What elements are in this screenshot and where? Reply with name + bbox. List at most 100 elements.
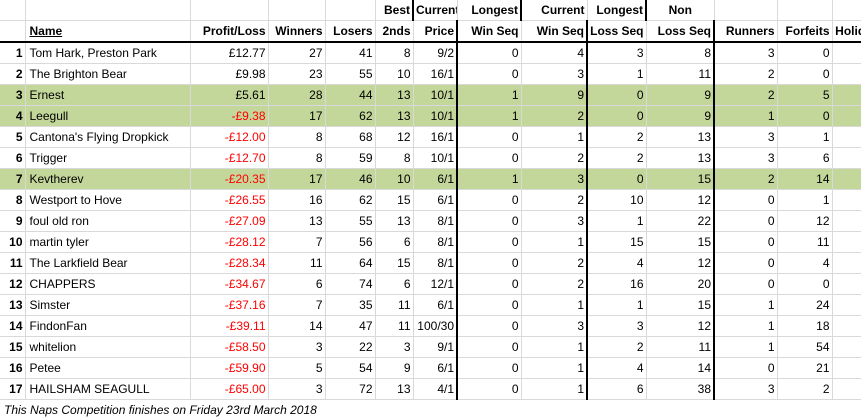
- holiday-cell: 9: [832, 42, 861, 64]
- longest-win-seq-cell: 1: [521, 231, 588, 253]
- holiday-cell: 1: [832, 252, 861, 274]
- losers-cell: 64: [325, 252, 376, 274]
- losers-cell: 55: [325, 63, 376, 85]
- name-cell: Trigger: [25, 147, 191, 169]
- current-win-seq-cell: 0: [456, 210, 522, 232]
- table-row: 11 The Larkfield Bear -£28.34 11 64 15 8/1 0 2 4 1…: [0, 252, 861, 274]
- winners-cell: 3: [268, 378, 326, 400]
- current-win-seq-cell: 1: [456, 105, 522, 127]
- profit-loss-cell: -£28.12: [190, 231, 269, 253]
- forfeits-cell: 6: [777, 147, 833, 169]
- best-price-cell: 4/1: [413, 378, 458, 400]
- best-price-cell: 16/1: [413, 126, 458, 148]
- winners-cell: 17: [268, 168, 326, 190]
- longest-win-seq-cell: 4: [521, 42, 588, 64]
- seconds-cell: 11: [375, 294, 414, 316]
- current-win-seq-cell: 0: [456, 357, 522, 379]
- non-runners-cell: 0: [714, 210, 778, 232]
- winners-cell: 8: [268, 147, 326, 169]
- seconds-cell: 8: [375, 147, 414, 169]
- losers-cell: 54: [325, 357, 376, 379]
- forfeits-cell: 14: [777, 168, 833, 190]
- profit-loss-cell: -£39.11: [190, 315, 269, 337]
- longest-loss-seq-cell: 14: [646, 357, 715, 379]
- current-win-seq-cell: 0: [456, 315, 522, 337]
- winners-cell: 17: [268, 105, 326, 127]
- profit-loss-cell: -£58.50: [190, 336, 269, 358]
- current-loss-seq-cell: 1: [587, 294, 647, 316]
- best-price-cell: 10/1: [413, 147, 458, 169]
- holiday-cell: 4: [832, 147, 861, 169]
- best-price-cell: 9/2: [413, 42, 458, 64]
- forfeits-cell: 4: [777, 252, 833, 274]
- longest-win-seq-cell: 2: [521, 105, 588, 127]
- current-win-seq-cell: 0: [456, 42, 522, 64]
- name-cell: Ernest: [25, 84, 191, 106]
- name-cell: Leegull: [25, 105, 191, 127]
- rank-cell: 7: [0, 168, 26, 190]
- seconds-cell: 15: [375, 189, 414, 211]
- seconds-cell: 6: [375, 273, 414, 295]
- losers-cell: 56: [325, 231, 376, 253]
- longest-loss-seq-cell: 15: [646, 231, 715, 253]
- header-current-win-top: Current: [412, 0, 458, 21]
- losers-cell: 68: [325, 126, 376, 148]
- header-non-runners-bottom: Runners: [714, 20, 778, 43]
- name-cell: Tom Hark, Preston Park: [25, 42, 191, 64]
- holiday-cell: 0: [832, 315, 861, 337]
- longest-loss-seq-cell: 9: [646, 84, 715, 106]
- longest-loss-seq-cell: 9: [646, 105, 715, 127]
- rank-cell: 6: [0, 147, 26, 169]
- current-win-seq-cell: 0: [456, 63, 522, 85]
- profit-loss-cell: £9.98: [190, 63, 269, 85]
- losers-cell: 44: [325, 84, 376, 106]
- header-longest-loss-top: Longest: [587, 0, 647, 21]
- best-price-cell: 10/1: [413, 105, 458, 127]
- non-runners-cell: 0: [714, 252, 778, 274]
- current-win-seq-cell: 0: [456, 147, 522, 169]
- current-loss-seq-cell: 1: [587, 63, 647, 85]
- table-row: 1 Tom Hark, Preston Park £12.77 27 41 8 9/2 0 4 3…: [0, 42, 861, 64]
- header-current-win-bottom: Win Seq: [456, 20, 522, 43]
- non-runners-cell: 2: [714, 168, 778, 190]
- header-blank: [0, 0, 26, 21]
- longest-loss-seq-cell: 8: [646, 42, 715, 64]
- holiday-cell: 1: [832, 189, 861, 211]
- header-row-top: Best Current Longest Current Longest Non: [0, 0, 861, 21]
- seconds-cell: 10: [375, 168, 414, 190]
- losers-cell: 41: [325, 42, 376, 64]
- profit-loss-cell: -£9.38: [190, 105, 269, 127]
- best-price-cell: 16/1: [413, 63, 458, 85]
- longest-loss-seq-cell: 15: [646, 168, 715, 190]
- non-runners-cell: 3: [714, 378, 778, 400]
- current-win-seq-cell: 0: [456, 231, 522, 253]
- current-win-seq-cell: 1: [456, 168, 522, 190]
- naps-table: Best Current Longest Current Longest Non…: [0, 0, 861, 400]
- longest-win-seq-cell: 1: [521, 357, 588, 379]
- current-loss-seq-cell: 0: [587, 84, 647, 106]
- forfeits-cell: 0: [777, 105, 833, 127]
- longest-win-seq-cell: 1: [521, 378, 588, 400]
- forfeits-cell: 2: [777, 378, 833, 400]
- longest-win-seq-cell: 3: [521, 210, 588, 232]
- header-best-price-top: Best: [375, 0, 414, 21]
- seconds-cell: 13: [375, 105, 414, 127]
- losers-cell: 35: [325, 294, 376, 316]
- name-cell: The Brighton Bear: [25, 63, 191, 85]
- header-forfeits: Forfeits: [777, 20, 833, 43]
- best-price-cell: 8/1: [413, 210, 458, 232]
- longest-loss-seq-cell: 11: [646, 63, 715, 85]
- name-cell: The Larkfield Bear: [25, 252, 191, 274]
- header-non-runners-top: Non: [646, 0, 715, 21]
- longest-win-seq-cell: 2: [521, 273, 588, 295]
- header-blank: [325, 0, 376, 21]
- table-row: 2 The Brighton Bear £9.98 23 55 10 16/1 0 3 1 11 2 0…: [0, 63, 861, 85]
- name-cell: FindonFan: [25, 315, 191, 337]
- longest-win-seq-cell: 1: [521, 126, 588, 148]
- name-cell: Westport to Hove: [25, 189, 191, 211]
- name-cell: CHAPPERS: [25, 273, 191, 295]
- winners-cell: 7: [268, 231, 326, 253]
- non-runners-cell: 0: [714, 357, 778, 379]
- seconds-cell: 12: [375, 126, 414, 148]
